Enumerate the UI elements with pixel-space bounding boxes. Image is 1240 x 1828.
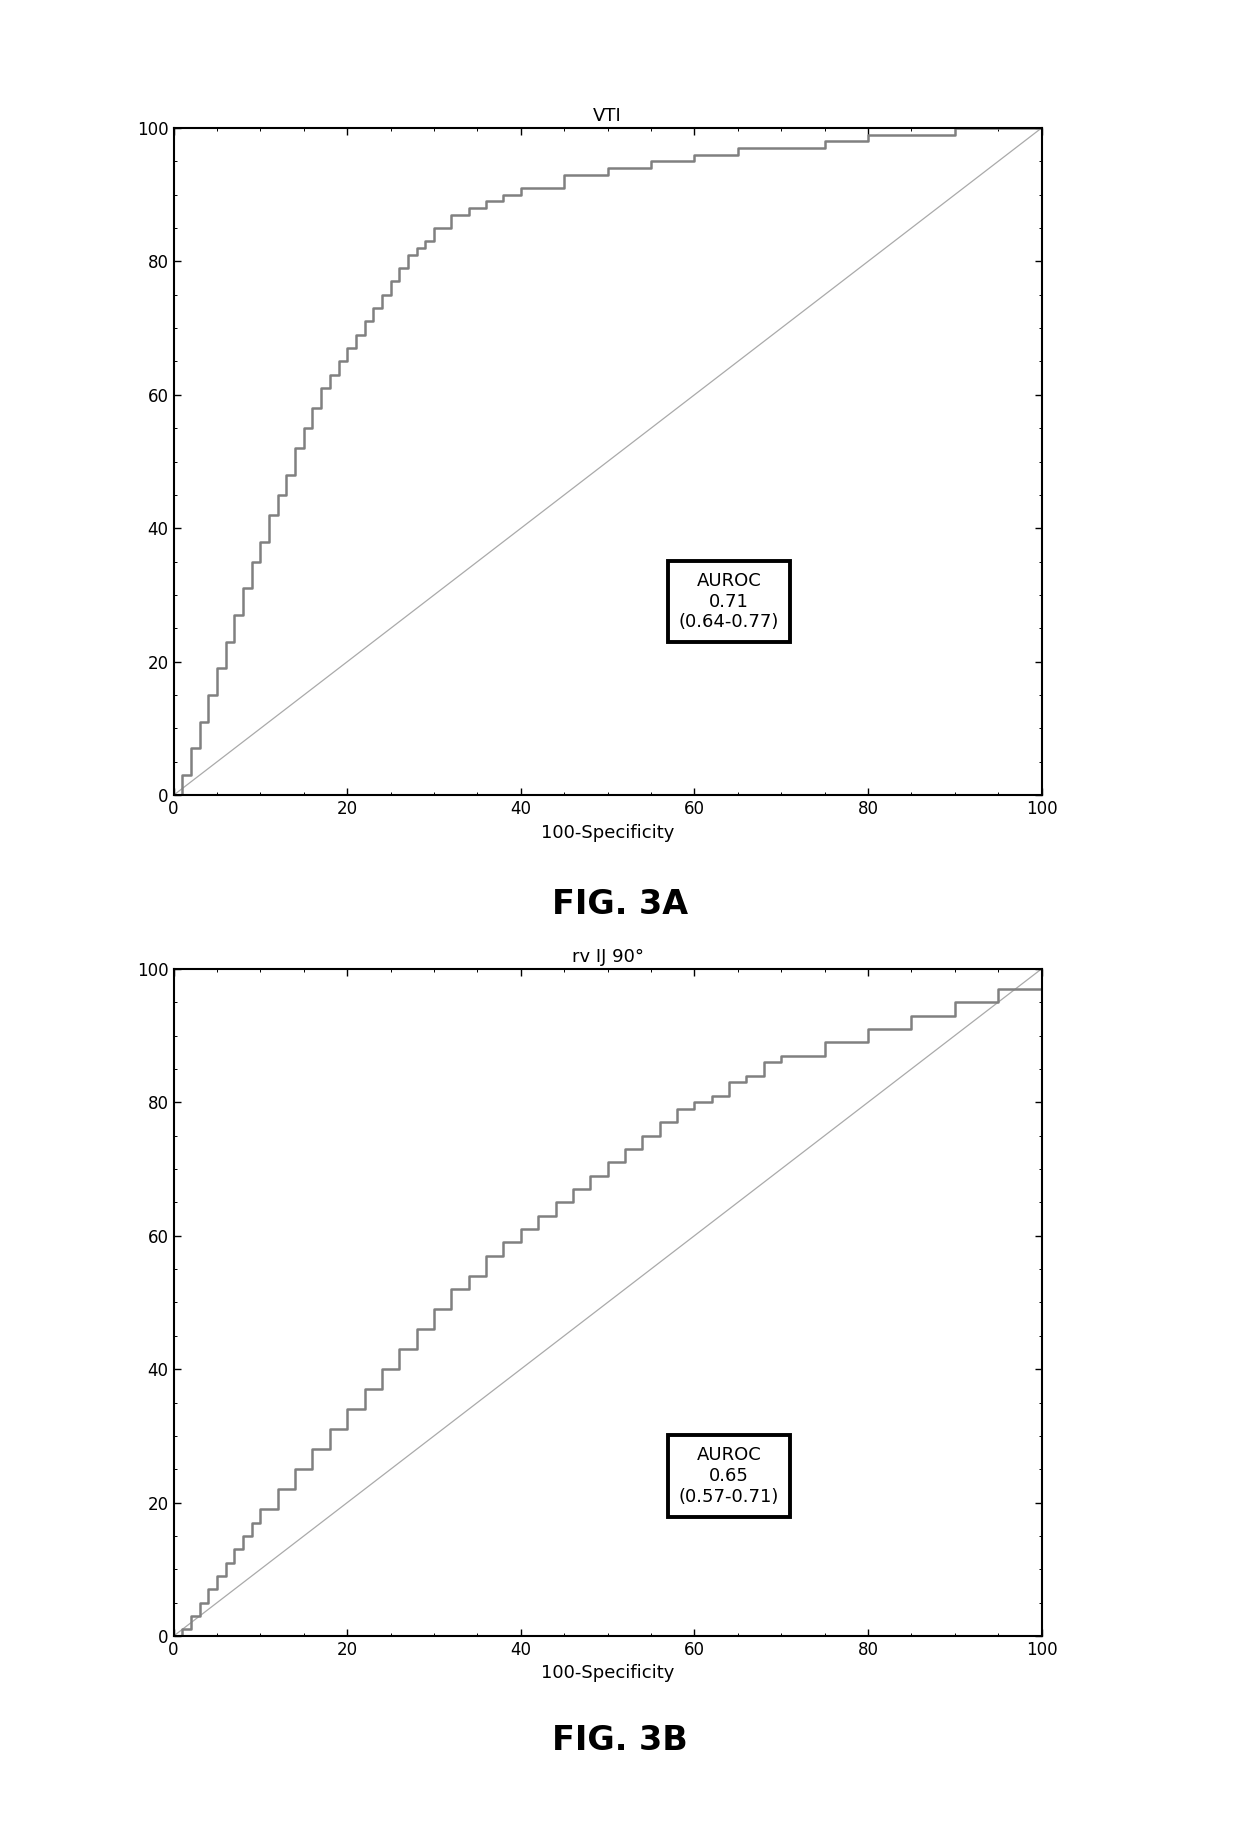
Text: AUROC
0.71
(0.64-0.77): AUROC 0.71 (0.64-0.77): [680, 572, 779, 631]
Text: AUROC
0.65
(0.57-0.71): AUROC 0.65 (0.57-0.71): [680, 1446, 779, 1506]
Title: VTI: VTI: [593, 108, 622, 124]
X-axis label: 100-Specificity: 100-Specificity: [541, 824, 675, 841]
X-axis label: 100-Specificity: 100-Specificity: [541, 1665, 675, 1682]
Title: rv IJ 90°: rv IJ 90°: [572, 949, 644, 965]
Text: FIG. 3B: FIG. 3B: [552, 1724, 688, 1757]
Text: FIG. 3A: FIG. 3A: [552, 888, 688, 921]
